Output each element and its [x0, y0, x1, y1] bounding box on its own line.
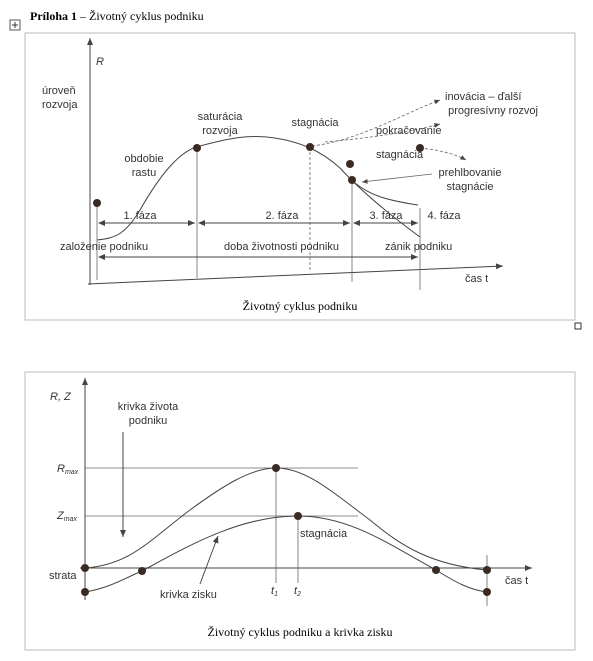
point: [483, 588, 491, 596]
label: krivka zisku: [160, 589, 217, 601]
label: prehlbovanie: [439, 167, 502, 179]
event-label: doba životnosti podniku: [224, 241, 339, 253]
point: [306, 143, 314, 151]
phase-label: 1. fáza: [123, 210, 157, 222]
event-label: zánik podniku: [385, 241, 452, 253]
t2-sub: 2: [296, 591, 301, 598]
zmax-label: Zmax: [56, 510, 77, 523]
axis-label: čas t: [465, 273, 488, 285]
label: inovácia – ďalší: [445, 91, 521, 103]
rmax-main: R: [57, 463, 65, 475]
label: obdobie: [124, 153, 163, 165]
caption: Životný cyklus podniku: [243, 299, 358, 313]
figure2: R, Z čas t krivka života podniku Rmax Zm…: [49, 378, 532, 639]
heading-label: Príloha 1: [30, 9, 77, 23]
t2-main: t: [294, 585, 298, 597]
phase-label: 3. fáza: [369, 210, 403, 222]
axis-label: R, Z: [50, 391, 72, 403]
phase-label: 4. fáza: [427, 210, 461, 222]
curve-branch: [354, 182, 419, 206]
innovation-arrow: [311, 99, 441, 147]
heading: Príloha 1 – Životný cyklus podniku: [30, 9, 204, 23]
label: pokračovanie: [376, 125, 441, 137]
label: saturácia: [198, 111, 244, 123]
figure2-frame: [24, 371, 576, 651]
point: [193, 144, 201, 152]
point: [81, 588, 89, 596]
heading-title: – Životný cyklus podniku: [79, 9, 204, 23]
rmax-label: Rmax: [57, 463, 79, 476]
point: [348, 176, 356, 184]
point: [416, 144, 424, 152]
point: [81, 564, 89, 572]
axis-label: R: [96, 56, 104, 68]
t1-label: t1: [271, 585, 278, 598]
deepening-arrow: [361, 173, 433, 184]
stagnation-arrow: [419, 147, 467, 161]
t1-main: t: [271, 585, 275, 597]
phase-label: 2. fáza: [265, 210, 299, 222]
axis-label: čas t: [505, 575, 528, 587]
caption: Životný cyklus podniku a krivka zisku: [208, 625, 393, 639]
zmax-sub: max: [64, 516, 78, 523]
rmax-sub: max: [65, 469, 79, 476]
label: stagnácia: [376, 149, 424, 161]
label: krivka života: [118, 401, 179, 413]
point: [138, 567, 146, 575]
t2-label: t2: [294, 585, 301, 598]
label: stagnácie: [446, 181, 493, 193]
label: strata: [49, 570, 77, 582]
label: rastu: [132, 167, 156, 179]
expand-plus: [12, 22, 18, 28]
label: rozvoja: [202, 125, 238, 137]
label: stagnácia: [300, 528, 348, 540]
profit-arrow: [199, 535, 219, 585]
point: [346, 160, 354, 168]
point: [93, 199, 101, 207]
t1-sub: 1: [274, 591, 278, 598]
continuation-arrow: [324, 123, 441, 143]
event-label: založenie podniku: [60, 241, 148, 253]
label: podniku: [129, 415, 168, 427]
label: progresívny rozvoj: [448, 105, 538, 117]
point: [432, 566, 440, 574]
label: stagnácia: [291, 117, 339, 129]
zmax-main: Z: [56, 510, 65, 522]
label: rozvoja: [42, 99, 78, 111]
figure1: R čas t úroveň rozvoja obdobie rastu sat…: [42, 38, 538, 313]
point: [483, 566, 491, 574]
point: [294, 512, 302, 520]
figure1-frame: [24, 32, 576, 321]
resize-handle[interactable]: [574, 322, 582, 330]
point: [272, 464, 280, 472]
x-axis: [87, 263, 504, 285]
label: úroveň: [42, 85, 76, 97]
